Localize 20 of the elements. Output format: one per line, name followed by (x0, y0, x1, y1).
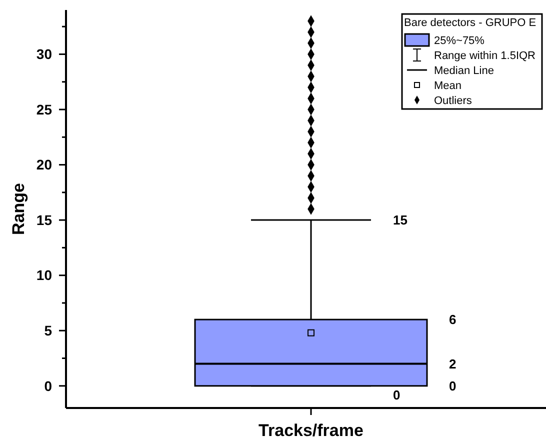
y-tick-label: 30 (36, 46, 52, 62)
annotation: Outliers (434, 94, 472, 107)
annotation: Mean (434, 80, 462, 92)
y-tick-label: 0 (44, 378, 52, 394)
annotation: 2 (449, 356, 456, 372)
annotation: 6 (449, 312, 456, 328)
annotation: Median Line (434, 64, 494, 77)
annotation: 0 (449, 378, 456, 394)
annotation: Range within 1.5IQR (434, 50, 536, 62)
x-axis-title: Tracks/frame (258, 421, 364, 440)
y-tick-label: 5 (44, 322, 52, 339)
y-tick-label: 20 (36, 156, 52, 173)
y-tick-label: 15 (36, 212, 52, 228)
legend-title: Bare detectors - GRUPO E (404, 17, 536, 29)
annotation: 15 (393, 212, 408, 228)
y-tick-label: 25 (36, 101, 52, 118)
annotation: 25%~75% (434, 34, 485, 47)
y-tick-label: 10 (36, 267, 52, 284)
y-axis-title: Range (9, 183, 28, 235)
annotation: 0 (393, 387, 400, 402)
